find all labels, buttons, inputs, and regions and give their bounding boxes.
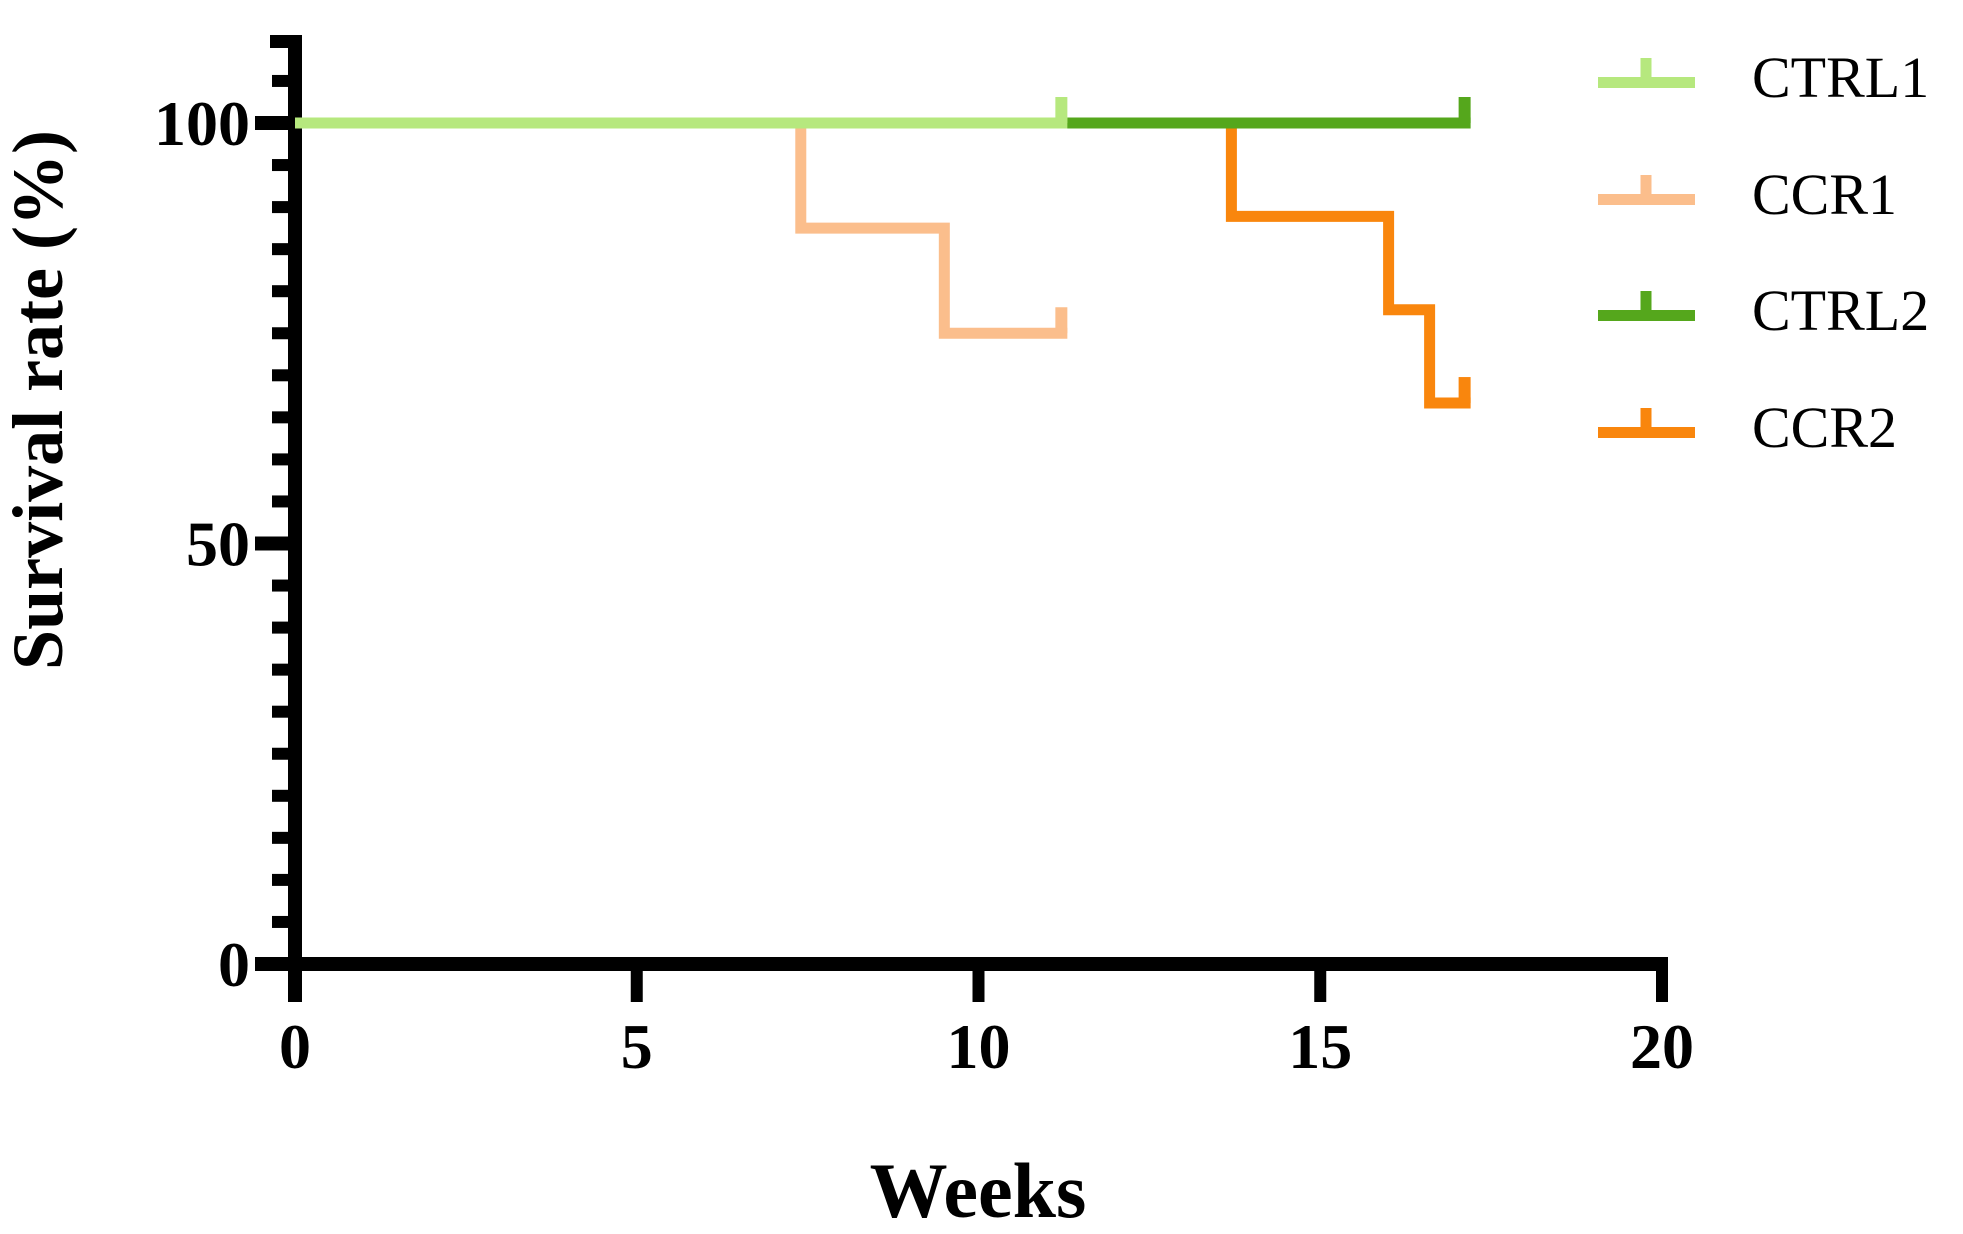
x-tick-label-10: 10 (947, 1011, 1011, 1082)
y-minor-tick (272, 327, 288, 340)
y-tick-label-50: 50 (186, 509, 250, 580)
x-tick-label-0: 0 (279, 1011, 311, 1082)
legend-label-CCR2: CCR2 (1752, 395, 1897, 460)
legend-item-CTRL1: CTRL1 (1598, 45, 1929, 110)
y-minor-tick (272, 369, 288, 382)
y-minor-tick (272, 201, 288, 214)
y-minor-tick (272, 495, 288, 508)
y-minor-tick (272, 411, 288, 424)
series-line-CCR2 (295, 117, 1471, 409)
y-minor-tick (272, 243, 288, 256)
legend-swatch-censor-tick-CCR2 (1640, 408, 1652, 432)
y-major-tick (255, 536, 288, 551)
legend-item-CCR1: CCR1 (1598, 162, 1897, 227)
y-minor-tick (272, 873, 288, 886)
y-minor-tick (272, 621, 288, 634)
x-tick (1314, 957, 1327, 1002)
y-minor-tick (272, 74, 288, 87)
legend-swatch-line-CCR2 (1598, 427, 1695, 438)
y-major-tick (255, 116, 288, 130)
y-axis-end-cap (270, 35, 302, 48)
legend-swatch-censor-tick-CTRL2 (1640, 291, 1652, 315)
y-minor-tick (272, 453, 288, 466)
censor-tick-CCR1 (1055, 307, 1068, 334)
legend-item-CTRL2: CTRL2 (1598, 278, 1929, 343)
x-tick-label-15: 15 (1288, 1011, 1352, 1082)
censor-tick-CTRL2 (1458, 97, 1471, 123)
legend-label-CCR1: CCR1 (1752, 162, 1897, 227)
legend-label-CTRL1: CTRL1 (1752, 45, 1929, 110)
y-minor-tick (272, 285, 288, 298)
legend-swatch-censor-tick-CCR1 (1640, 175, 1652, 199)
y-minor-tick (272, 705, 288, 718)
legend-swatch-line-CTRL1 (1598, 77, 1695, 88)
legend: CTRL1 CCR1 CTRL2 CCR2 (1598, 45, 1929, 460)
y-minor-tick (272, 789, 288, 802)
legend-swatch-line-CTRL2 (1598, 310, 1695, 321)
legend-label-CTRL2: CTRL2 (1752, 278, 1929, 343)
x-tick (1656, 957, 1668, 1002)
x-tick-label-5: 5 (621, 1011, 653, 1082)
y-major-tick (255, 957, 288, 971)
y-minor-tick (272, 159, 288, 172)
y-axis-title: Survival rate (%) (0, 130, 78, 670)
x-axis-title: Weeks (870, 1147, 1087, 1234)
x-tick (972, 957, 985, 1002)
y-minor-tick (272, 915, 288, 928)
censor-tick-CTRL1 (1055, 97, 1068, 123)
censor-tick-CCR2 (1458, 377, 1471, 404)
y-tick-label-0: 0 (218, 929, 250, 1000)
y-minor-tick (272, 831, 288, 844)
y-minor-tick (272, 579, 288, 592)
legend-item-CCR2: CCR2 (1598, 395, 1897, 460)
y-axis-line (288, 35, 302, 1002)
legend-swatch-line-CCR1 (1598, 194, 1695, 205)
y-minor-tick (272, 747, 288, 760)
y-tick-label-100: 100 (154, 88, 250, 159)
x-tick (630, 957, 643, 1002)
y-minor-tick (272, 663, 288, 676)
x-tick (289, 957, 301, 1002)
series-line-CCR1 (295, 117, 1068, 339)
legend-swatch-censor-tick-CTRL1 (1640, 58, 1652, 82)
x-tick-label-20: 20 (1630, 1011, 1694, 1082)
